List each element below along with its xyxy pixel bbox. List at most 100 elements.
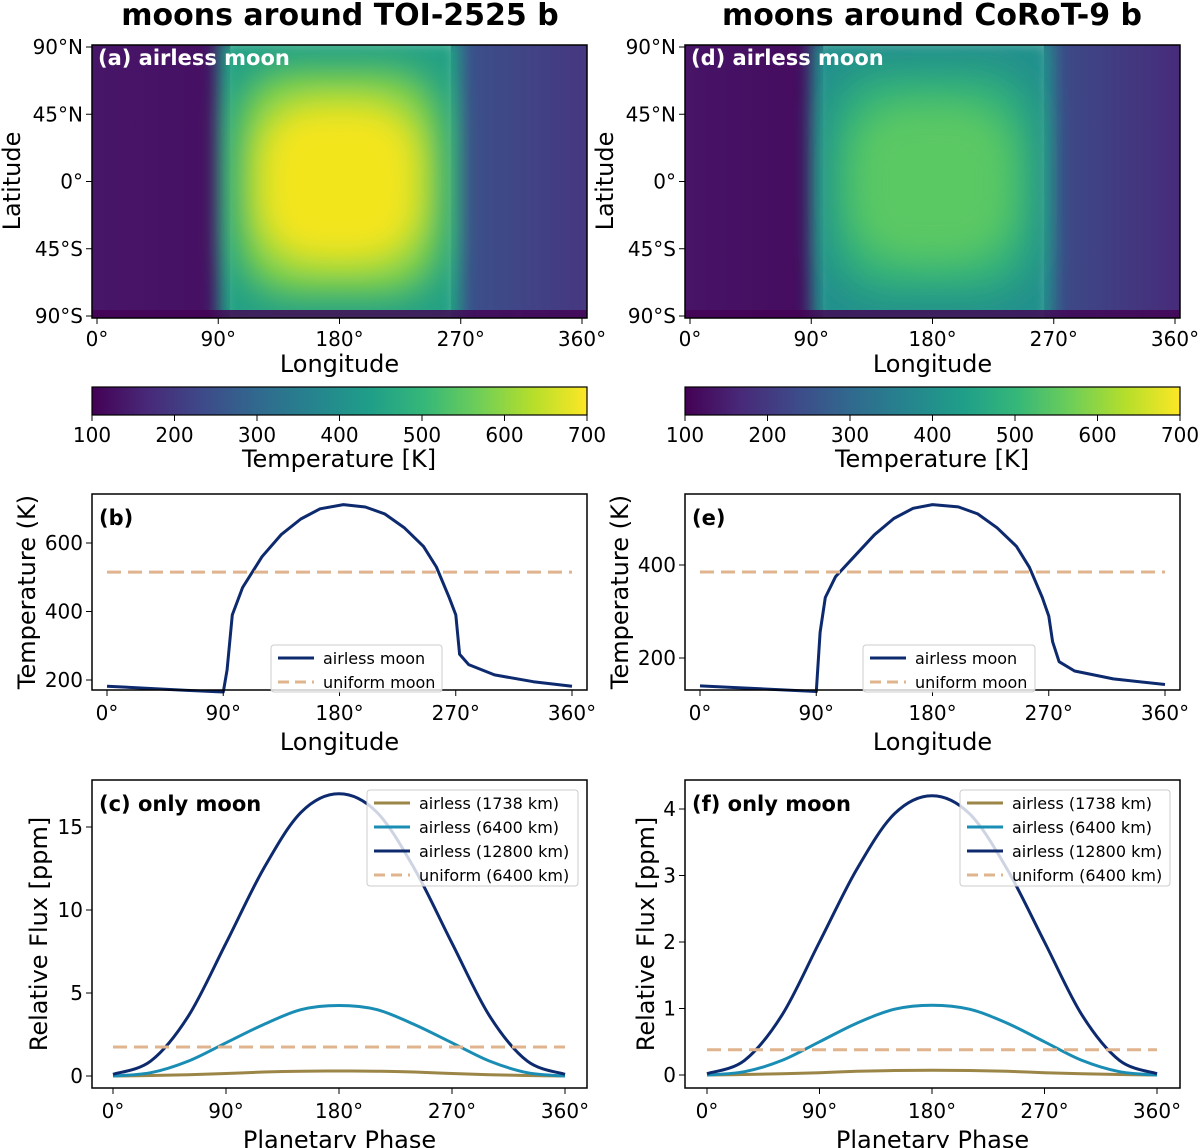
legend-label: airless (12800 km): [1012, 842, 1162, 861]
y-tick-label: 0°: [60, 170, 83, 194]
colorbar-tick-label: 400: [320, 423, 358, 447]
y-axis-label: Temperature (K): [13, 495, 41, 690]
y-tick-label: 0: [663, 1063, 676, 1087]
x-tick-label: 360°: [558, 327, 606, 351]
legend-frame: [366, 789, 579, 887]
colorbar-label: Temperature [K]: [241, 445, 436, 473]
nightside-west: [685, 45, 824, 318]
y-axis-label: Relative Flux [ppm]: [632, 817, 660, 1052]
x-axis-label: Longitude: [873, 350, 992, 378]
dayside-core: [848, 100, 1017, 265]
line-panel-e: (e) 0° 90° 180° 270° 360° 200 400 Longitude Tempe…: [606, 493, 1189, 756]
y-axis-label: Temperature (K): [606, 495, 634, 690]
colorbar-tick-label: 600: [485, 423, 523, 447]
x-tick-label: 180°: [315, 701, 363, 725]
x-tick-label: 270°: [1025, 701, 1073, 725]
y-tick-label: 90°N: [33, 35, 83, 59]
colorbar-tick-label: 300: [238, 423, 276, 447]
figure-title-right: moons around CoRoT-9 b: [722, 0, 1142, 33]
heatmap-panel-a: (a) airless moon 0° 90° 180° 270° 360° 90°N 45°…: [0, 35, 606, 473]
colorbar-tick-label: 500: [403, 423, 441, 447]
colorbar-tick-label: 100: [73, 423, 111, 447]
x-tick-label: 0°: [102, 1099, 125, 1123]
y-tick-label: 2: [663, 930, 676, 954]
legend-label: airless (6400 km): [419, 818, 559, 837]
legend-label: uniform moon: [915, 673, 1027, 692]
y-tick-label: 45°N: [33, 102, 83, 126]
y-tick-label: 15: [58, 815, 83, 839]
y-tick-label: 45°S: [628, 237, 676, 261]
y-tick-label: 90°S: [35, 304, 83, 328]
colorbar-gradient: [684, 386, 1181, 416]
x-axis-label: Longitude: [280, 728, 399, 756]
x-tick-label: 360°: [1141, 701, 1189, 725]
heatmap-panel-d: (d) airless moon 0° 90° 180° 270° 360° 90°N 45°…: [591, 35, 1199, 473]
x-tick-label: 270°: [1030, 327, 1078, 351]
y-tick-label: 200: [45, 668, 83, 692]
panel-label: (e): [692, 506, 725, 530]
x-tick-label: 360°: [1151, 327, 1199, 351]
legend-label: airless (6400 km): [1012, 818, 1152, 837]
y-tick-label: 200: [638, 646, 676, 670]
x-tick-label: 90°: [208, 1099, 243, 1123]
series-line-airless-6400-km-: [112, 1004, 566, 1078]
legend-label: airless moon: [915, 649, 1017, 668]
series-line-airless-moon: [106, 503, 573, 694]
legend-label: airless (1738 km): [419, 794, 559, 813]
line-panel-b: (b) 0° 90° 180° 270° 360° 200 400 600 Longitude Te…: [13, 493, 596, 756]
colorbar-tick-label: 200: [155, 423, 193, 447]
legend-label: airless moon: [323, 649, 425, 668]
series-line-airless-12800-km-: [112, 792, 566, 1076]
series-group: [112, 792, 566, 1078]
colorbar: 100 200 300 400 500 600 700 Temperature [K]: [73, 386, 606, 473]
legend: airless (1738 km) airless (6400 km) airles…: [366, 789, 579, 887]
x-tick-label: 90°: [794, 327, 829, 351]
y-tick-label: 45°S: [35, 237, 83, 261]
colorbar-tick-label: 700: [1161, 423, 1199, 447]
legend-label: airless (12800 km): [419, 842, 569, 861]
colorbar-tick-label: 500: [996, 423, 1034, 447]
colorbar-label: Temperature [K]: [834, 445, 1029, 473]
panel-label: (c) only moon: [99, 792, 261, 816]
legend: airless moon uniform moon: [862, 644, 1036, 693]
colorbar-tick-label: 400: [913, 423, 951, 447]
x-tick-label: 0°: [689, 701, 712, 725]
x-axis-label: Planetary Phase: [836, 1126, 1029, 1148]
temperature-map: [92, 45, 587, 318]
colorbar-tick-label: 600: [1078, 423, 1116, 447]
temperature-map: [685, 45, 1180, 318]
y-tick-label: 400: [45, 600, 83, 624]
colorbar-tick-label: 300: [831, 423, 869, 447]
x-tick-label: 0°: [696, 1099, 719, 1123]
x-tick-label: 180°: [315, 1099, 363, 1123]
y-axis-label: Relative Flux [ppm]: [25, 817, 53, 1052]
y-tick-label: 400: [638, 553, 676, 577]
x-tick-label: 270°: [437, 327, 485, 351]
x-tick-label: 180°: [908, 701, 956, 725]
colorbar-tick-label: 200: [748, 423, 786, 447]
x-tick-label: 0°: [96, 701, 119, 725]
x-tick-label: 360°: [1133, 1099, 1181, 1123]
x-tick-label: 0°: [679, 327, 702, 351]
x-tick-label: 270°: [1020, 1099, 1068, 1123]
south-pole-strip: [685, 310, 1180, 318]
y-tick-label: 90°N: [626, 35, 676, 59]
panel-label: (f) only moon: [692, 792, 851, 816]
x-tick-label: 90°: [802, 1099, 837, 1123]
legend-label: airless (1738 km): [1012, 794, 1152, 813]
colorbar: 100 200 300 400 500 600 700 Temperature [K]: [666, 386, 1199, 473]
series-line-airless-1738-km-: [706, 1068, 1158, 1077]
x-tick-label: 360°: [548, 701, 596, 725]
y-tick-label: 4: [663, 797, 676, 821]
y-tick-label: 0°: [653, 170, 676, 194]
series-group: [706, 794, 1158, 1077]
series-group: [106, 503, 573, 694]
series-line-airless-moon: [699, 503, 1166, 693]
legend-frame: [959, 789, 1171, 887]
x-tick-label: 90°: [799, 701, 834, 725]
colorbar-gradient: [91, 386, 588, 416]
figure-title-left: moons around TOI-2525 b: [121, 0, 558, 33]
series-group: [699, 503, 1166, 693]
dayside-core: [255, 100, 424, 265]
